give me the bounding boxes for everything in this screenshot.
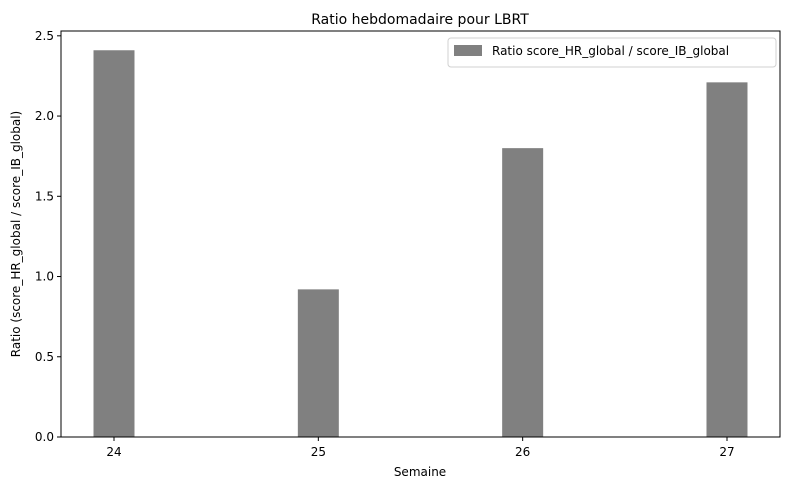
plot-frame: [60, 30, 781, 438]
bar-25: [297, 289, 339, 437]
bar-27: [706, 82, 748, 437]
y-axis: 0.0 0.5 1.0 1.5 2.0 2.5: [35, 29, 61, 444]
y-tick-label-1.5: 1.5: [35, 189, 54, 203]
x-axis: 24 25 26 27: [106, 437, 735, 459]
y-tick-label-0.5: 0.5: [35, 350, 54, 364]
x-tick-label-27: 27: [719, 445, 734, 459]
y-tick-label-2.5: 2.5: [35, 29, 54, 43]
x-tick-label-26: 26: [515, 445, 530, 459]
bar-26: [502, 148, 544, 437]
legend-label: Ratio score_HR_global / score_IB_global: [492, 44, 729, 58]
x-tick-label-24: 24: [106, 445, 121, 459]
legend-swatch: [454, 45, 482, 56]
bar-24: [93, 50, 135, 437]
x-axis-label: Semaine: [394, 465, 446, 479]
legend: Ratio score_HR_global / score_IB_global: [447, 37, 777, 68]
y-tick-label-0.0: 0.0: [35, 430, 54, 444]
legend-box: [447, 37, 777, 68]
y-tick-label-2.0: 2.0: [35, 109, 54, 123]
chart-title: Ratio hebdomadaire pour LBRT: [311, 12, 529, 28]
y-axis-label: Ratio (score_HR_global / score_IB_global…: [9, 111, 23, 357]
bars-group: [93, 50, 748, 437]
y-tick-label-1.0: 1.0: [35, 270, 54, 284]
x-tick-label-25: 25: [311, 445, 326, 459]
